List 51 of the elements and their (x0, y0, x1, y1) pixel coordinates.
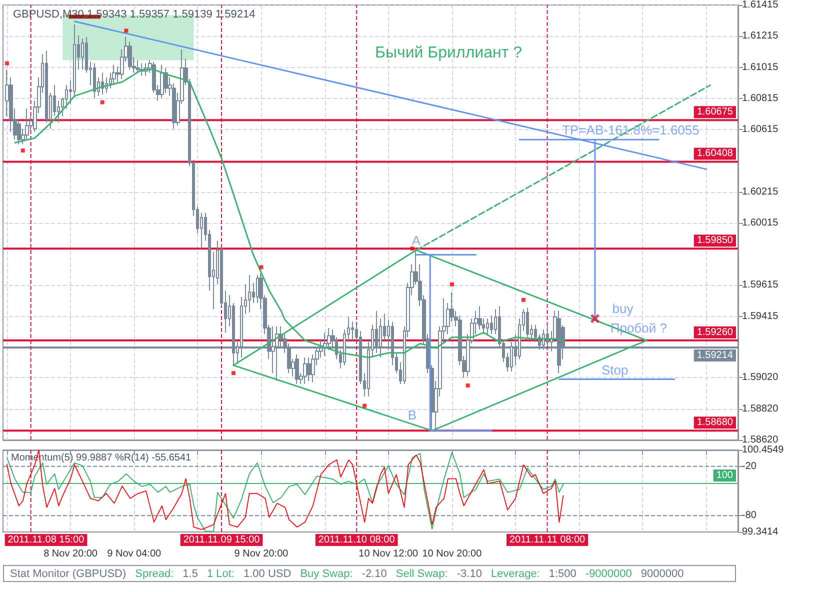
ref-line-label: 1.59214 (696, 350, 734, 362)
y-tick-label: 1.59615 (742, 280, 779, 291)
x-tick-label: 9 Nov 20:00 (234, 548, 289, 560)
ref-line-label: 2011.11.10 08:00 (318, 534, 396, 546)
x-tick-label: 10 Nov 12:00 (358, 548, 419, 560)
ref-line-label: 1.58680 (696, 417, 734, 428)
text: -3.10 (456, 568, 482, 580)
y-tick-label: 1.60815 (742, 92, 779, 104)
text: Бычий Бриллиант ? (375, 44, 522, 62)
text: Buy Swap: (300, 568, 353, 580)
annotation: B (408, 407, 417, 422)
y-tick-label: 1.59020 (742, 372, 779, 384)
text: -9000000 (585, 568, 632, 580)
x-tick-label: 10 Nov 20:00 (422, 548, 482, 560)
ref-line-label: 2011.11.08 15:00 (8, 534, 85, 546)
x-tick-label: 9 Nov 04:00 (107, 548, 162, 560)
text: Stat Monitor (GBPUSD) (10, 568, 126, 580)
text: 1.00 USD (244, 568, 292, 580)
x-tick-label: 8 Nov 20:00 (44, 548, 98, 560)
y-tick-label: 1.58820 (742, 403, 779, 414)
ref-line-label: 1.59850 (696, 235, 734, 246)
y2-tick-label: -20 (742, 460, 757, 472)
annotation: Stop (601, 362, 628, 378)
text: Sell Swap: (396, 568, 448, 580)
text: 9000000 (640, 568, 684, 580)
ref-line-label: 2011.11.11 08:00 (509, 534, 586, 546)
y-tick-label: 1.61415 (742, 0, 779, 10)
annotation: Пробой ? (610, 320, 667, 336)
text: 1.5 (182, 568, 198, 580)
y2-tick-label: -80 (742, 510, 757, 522)
text: Leverage: (490, 568, 540, 580)
ref-line-label: 2011.11.09 15:00 (183, 534, 260, 546)
y-tick-label: 1.60215 (742, 186, 779, 198)
y-tick-label: 1.61015 (742, 62, 779, 73)
y-tick-label: 1.58620 (742, 434, 779, 446)
ref-line-label: 1.60675 (696, 106, 734, 118)
y-tick-label: 99.3414 (742, 526, 779, 538)
y-tick-label: 1.60015 (742, 217, 779, 228)
ref-line-label: 1.59260 (696, 326, 734, 338)
annotation: A (412, 233, 421, 248)
y-tick-label: 100.4549 (742, 444, 784, 456)
text: Spread: (135, 568, 174, 580)
y-tick-label: 1.59415 (742, 310, 779, 322)
text: 1:500 (548, 568, 576, 580)
annotation: buy (612, 301, 634, 316)
ref-line-label: 100 (716, 470, 734, 481)
text: -2.10 (362, 568, 387, 580)
text: 1 Lot: (206, 568, 234, 580)
y-tick-label: 1.61215 (742, 30, 779, 42)
ref-line-label: 1.60408 (696, 148, 734, 160)
y-tick-label: 1.60615 (742, 124, 779, 136)
